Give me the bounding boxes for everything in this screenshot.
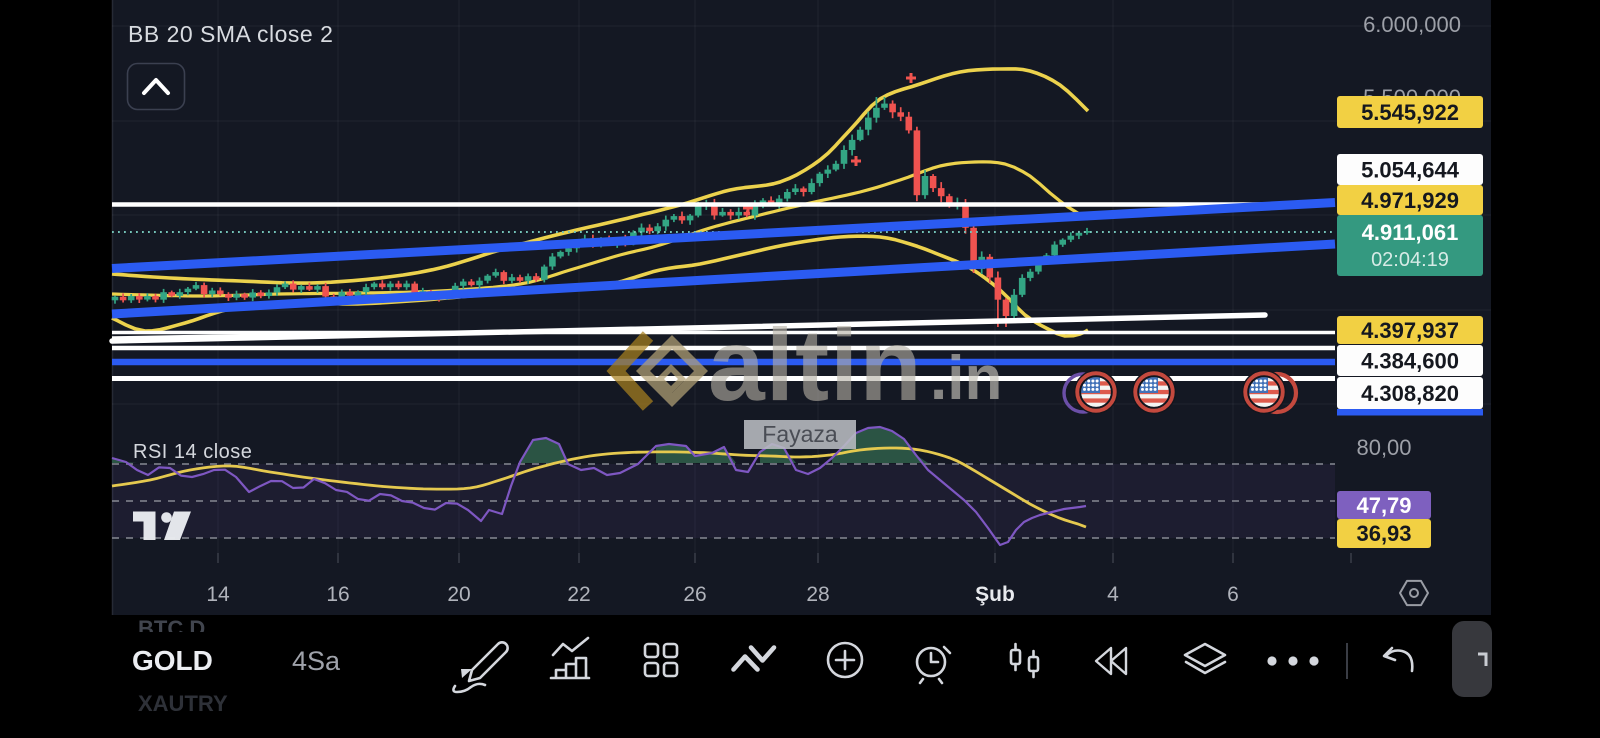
svg-text:36,93: 36,93 [1356,521,1411,546]
svg-text:Şub: Şub [975,583,1015,606]
svg-text:GOLD: GOLD [132,645,213,676]
svg-text:6.000,000: 6.000,000 [1363,12,1461,37]
svg-text:4.971,929: 4.971,929 [1361,188,1459,213]
svg-text:Fayaza: Fayaza [762,421,838,447]
svg-text:47,79: 47,79 [1356,493,1411,518]
svg-text:.in: .in [930,344,1002,413]
svg-text:80,00: 80,00 [1356,435,1411,460]
svg-text:16: 16 [326,583,349,606]
svg-text:28: 28 [806,583,829,606]
svg-text:02:04:19: 02:04:19 [1371,249,1449,271]
svg-text:4.397,937: 4.397,937 [1361,318,1459,343]
svg-text:5.545,922: 5.545,922 [1361,100,1459,125]
svg-text:4: 4 [1107,583,1119,606]
svg-text:14: 14 [206,583,230,606]
svg-text:22: 22 [567,583,590,606]
svg-text:20: 20 [447,583,470,606]
svg-text:4.911,061: 4.911,061 [1362,220,1459,245]
svg-text:altin: altin [708,308,923,422]
svg-text:6: 6 [1227,583,1239,606]
svg-text:4Sa: 4Sa [292,646,341,676]
svg-text:BB 20 SMA close 2: BB 20 SMA close 2 [128,21,333,47]
svg-text:RSI 14 close: RSI 14 close [133,441,252,463]
svg-text:4.308,820: 4.308,820 [1361,381,1459,406]
svg-text:XAUTRY: XAUTRY [138,691,228,716]
svg-text:5.054,644: 5.054,644 [1361,157,1460,182]
svg-text:26: 26 [683,583,706,606]
svg-text:4.384,600: 4.384,600 [1361,348,1459,373]
